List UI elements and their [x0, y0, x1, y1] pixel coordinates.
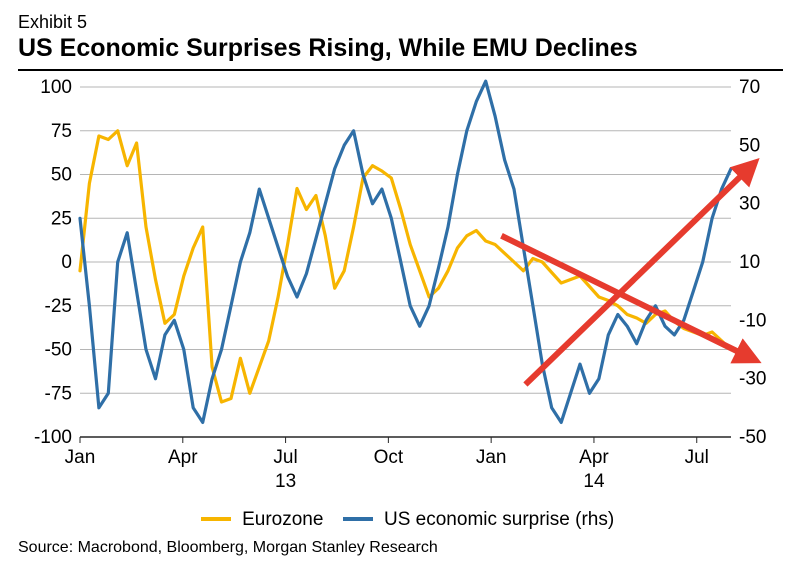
svg-text:Jan: Jan — [65, 447, 96, 468]
svg-text:-100: -100 — [34, 427, 72, 448]
svg-text:-10: -10 — [739, 310, 766, 331]
exhibit-label: Exhibit 5 — [18, 12, 783, 33]
svg-text:10: 10 — [739, 252, 760, 273]
svg-text:-75: -75 — [45, 383, 72, 404]
svg-text:30: 30 — [739, 193, 760, 214]
svg-text:14: 14 — [583, 471, 605, 492]
title-rule — [18, 69, 783, 71]
svg-text:0: 0 — [61, 252, 72, 273]
svg-text:Jul: Jul — [273, 447, 297, 468]
svg-text:50: 50 — [739, 135, 760, 156]
legend-swatch-eurozone — [201, 517, 231, 521]
line-chart-svg: -100 -75 -50 -25 0 25 50 75 100 -50 -30 -10 10 30 50 70… — [18, 77, 783, 507]
svg-text:13: 13 — [275, 471, 296, 492]
chart-title: US Economic Surprises Rising, While EMU … — [18, 35, 783, 63]
svg-text:50: 50 — [51, 164, 72, 185]
legend-label-us: US economic surprise (rhs) — [384, 509, 614, 530]
legend-label-eurozone: Eurozone — [242, 509, 323, 530]
svg-text:-50: -50 — [739, 427, 766, 448]
svg-text:-30: -30 — [739, 368, 766, 389]
svg-text:Oct: Oct — [374, 447, 404, 468]
legend-swatch-us — [343, 517, 373, 521]
svg-text:70: 70 — [739, 77, 760, 98]
svg-text:Jan: Jan — [476, 447, 507, 468]
legend: Eurozone US economic surprise (rhs) — [18, 509, 783, 531]
svg-text:Jul: Jul — [685, 447, 709, 468]
svg-text:100: 100 — [40, 77, 72, 98]
svg-text:75: 75 — [51, 120, 72, 141]
source-line: Source: Macrobond, Bloomberg, Morgan Sta… — [18, 539, 783, 557]
svg-text:Apr: Apr — [168, 447, 198, 468]
svg-text:-50: -50 — [45, 339, 72, 360]
svg-text:25: 25 — [51, 208, 72, 229]
svg-text:Apr: Apr — [579, 447, 609, 468]
svg-text:-25: -25 — [45, 295, 72, 316]
chart-area: -100 -75 -50 -25 0 25 50 75 100 -50 -30 -10 10 30 50 70… — [18, 77, 783, 507]
